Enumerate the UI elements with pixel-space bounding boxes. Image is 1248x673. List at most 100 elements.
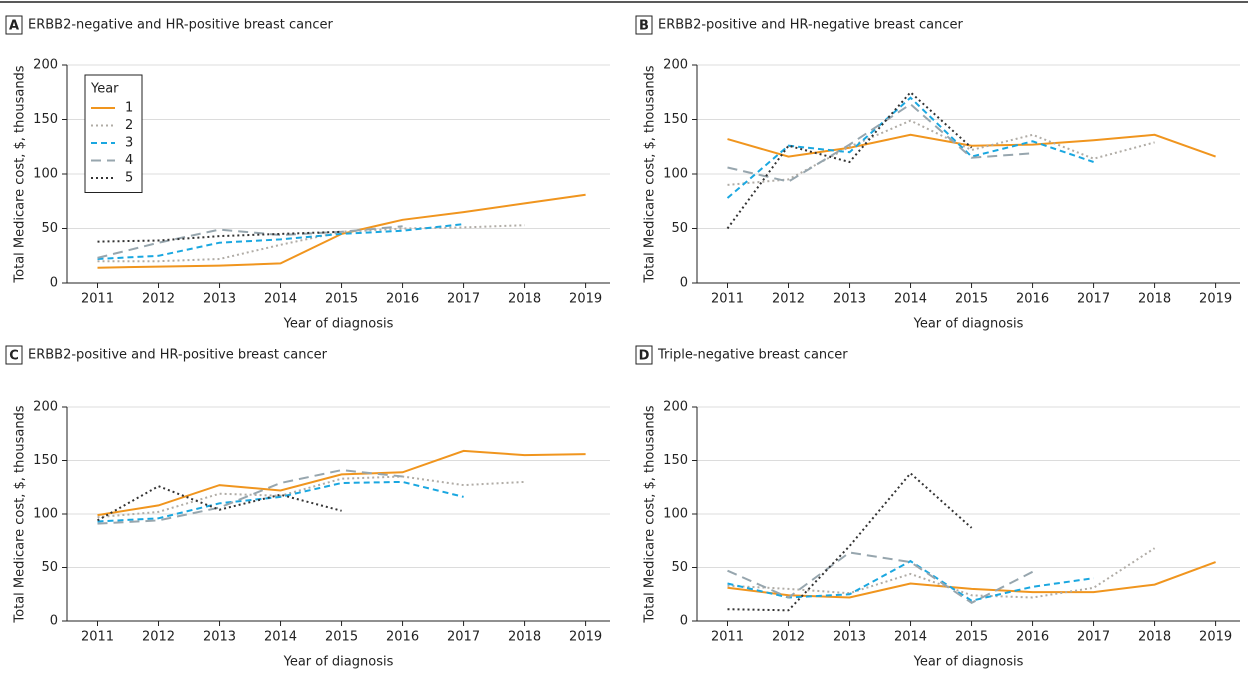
x-axis-title: Year of diagnosis	[283, 655, 394, 670]
y-tick-label: 0	[680, 614, 688, 629]
x-tick-label: 2015	[955, 292, 988, 307]
y-tick-label: 150	[33, 453, 58, 468]
x-tick-label: 2013	[833, 292, 866, 307]
x-tick-label: 2016	[1016, 292, 1049, 307]
chart-title: ERBB2-positive and HR-negative breast ca…	[658, 18, 963, 33]
panel-label: C	[9, 349, 19, 364]
series-line	[727, 471, 973, 612]
x-tick-label: 2014	[264, 630, 297, 645]
y-tick-label: 50	[671, 221, 688, 236]
y-tick-label: 50	[671, 560, 688, 575]
legend-label: 3	[125, 136, 133, 151]
y-tick-label: 0	[680, 276, 688, 291]
y-tick-label: 100	[33, 167, 58, 182]
y-tick-label: 100	[663, 507, 688, 522]
x-tick-label: 2017	[447, 292, 480, 307]
panel-label: B	[639, 19, 649, 34]
x-tick-label: 2015	[955, 630, 988, 645]
series-line	[97, 449, 586, 517]
x-tick-label: 2012	[142, 292, 175, 307]
y-tick-label: 50	[41, 221, 58, 236]
series-line	[97, 230, 342, 243]
x-tick-label: 2016	[1016, 630, 1049, 645]
y-axis-title: Total Medicare cost, $, thousands	[643, 405, 658, 623]
panel: D Triple-negative breast cancer 0 50 100 150 2…	[635, 345, 1240, 670]
y-tick-label: 150	[663, 112, 688, 127]
y-tick-label: 150	[33, 112, 58, 127]
x-tick-label: 2012	[142, 630, 175, 645]
x-tick-label: 2019	[569, 630, 602, 645]
x-tick-label: 2015	[325, 292, 358, 307]
panel: B ERBB2-positive and HR-negative breast c…	[635, 15, 1240, 332]
series-line	[97, 223, 464, 260]
panel: C ERBB2-positive and HR-positive breast c…	[5, 345, 610, 670]
panel: A ERBB2-negative and HR-positive breast c…	[5, 15, 610, 332]
x-tick-label: 2014	[894, 292, 927, 307]
series-line	[97, 469, 403, 525]
x-tick-label: 2017	[1077, 630, 1110, 645]
panel-label-box	[635, 345, 653, 365]
y-tick-label: 100	[663, 167, 688, 182]
y-tick-label: 50	[41, 560, 58, 575]
series-line	[726, 96, 1094, 199]
panel-label-box	[5, 345, 23, 365]
x-tick-label: 2016	[386, 292, 419, 307]
x-tick-label: 2018	[1138, 292, 1171, 307]
series-line	[97, 224, 525, 263]
y-axis-title: Total Medicare cost, $, thousands	[643, 65, 658, 283]
x-axis-title: Year of diagnosis	[913, 655, 1024, 670]
series-line	[727, 133, 1216, 158]
series-line	[97, 475, 525, 519]
x-tick-label: 2018	[508, 630, 541, 645]
x-tick-label: 2012	[772, 292, 805, 307]
y-tick-label: 200	[33, 400, 58, 415]
x-tick-label: 2017	[1077, 292, 1110, 307]
y-tick-label: 200	[33, 58, 58, 73]
legend-label: 4	[125, 153, 133, 168]
y-tick-label: 0	[50, 614, 58, 629]
y-tick-label: 200	[663, 58, 688, 73]
x-tick-label: 2013	[203, 630, 236, 645]
series-line	[727, 547, 1156, 599]
x-tick-label: 2016	[386, 630, 419, 645]
legend-label: 1	[125, 101, 133, 116]
chart-title: Triple-negative breast cancer	[657, 348, 848, 363]
x-tick-label: 2018	[1138, 630, 1171, 645]
panel-label-box	[5, 15, 23, 35]
series-line	[97, 225, 403, 259]
x-tick-label: 2014	[264, 292, 297, 307]
x-tick-label: 2011	[711, 630, 744, 645]
series-line	[97, 485, 342, 522]
x-tick-label: 2013	[203, 292, 236, 307]
panel-label: D	[639, 349, 650, 364]
series-line	[727, 102, 1033, 183]
y-tick-label: 0	[50, 276, 58, 291]
series-line	[727, 119, 1155, 186]
x-tick-label: 2019	[1199, 292, 1232, 307]
legend-title: Year	[90, 82, 119, 97]
legend-box	[84, 74, 143, 193]
chart-title: ERBB2-negative and HR-positive breast ca…	[28, 18, 333, 33]
x-tick-label: 2012	[772, 630, 805, 645]
x-tick-label: 2015	[325, 630, 358, 645]
series-line	[97, 480, 464, 523]
x-tick-label: 2018	[508, 292, 541, 307]
x-axis-title: Year of diagnosis	[283, 317, 394, 332]
panel-label-box	[635, 15, 653, 35]
y-axis-title: Total Medicare cost, $, thousands	[13, 405, 28, 623]
y-tick-label: 150	[663, 453, 688, 468]
x-tick-label: 2011	[711, 292, 744, 307]
x-tick-label: 2013	[833, 630, 866, 645]
y-axis-title: Total Medicare cost, $, thousands	[13, 65, 28, 283]
x-tick-label: 2017	[447, 630, 480, 645]
x-tick-label: 2014	[894, 630, 927, 645]
x-tick-label: 2011	[81, 630, 114, 645]
legend-label: 5	[125, 171, 133, 186]
y-tick-label: 100	[33, 507, 58, 522]
panel-label: A	[9, 19, 19, 34]
x-tick-label: 2019	[569, 292, 602, 307]
x-axis-title: Year of diagnosis	[913, 317, 1024, 332]
x-tick-label: 2019	[1199, 630, 1232, 645]
series-line	[727, 551, 1034, 604]
